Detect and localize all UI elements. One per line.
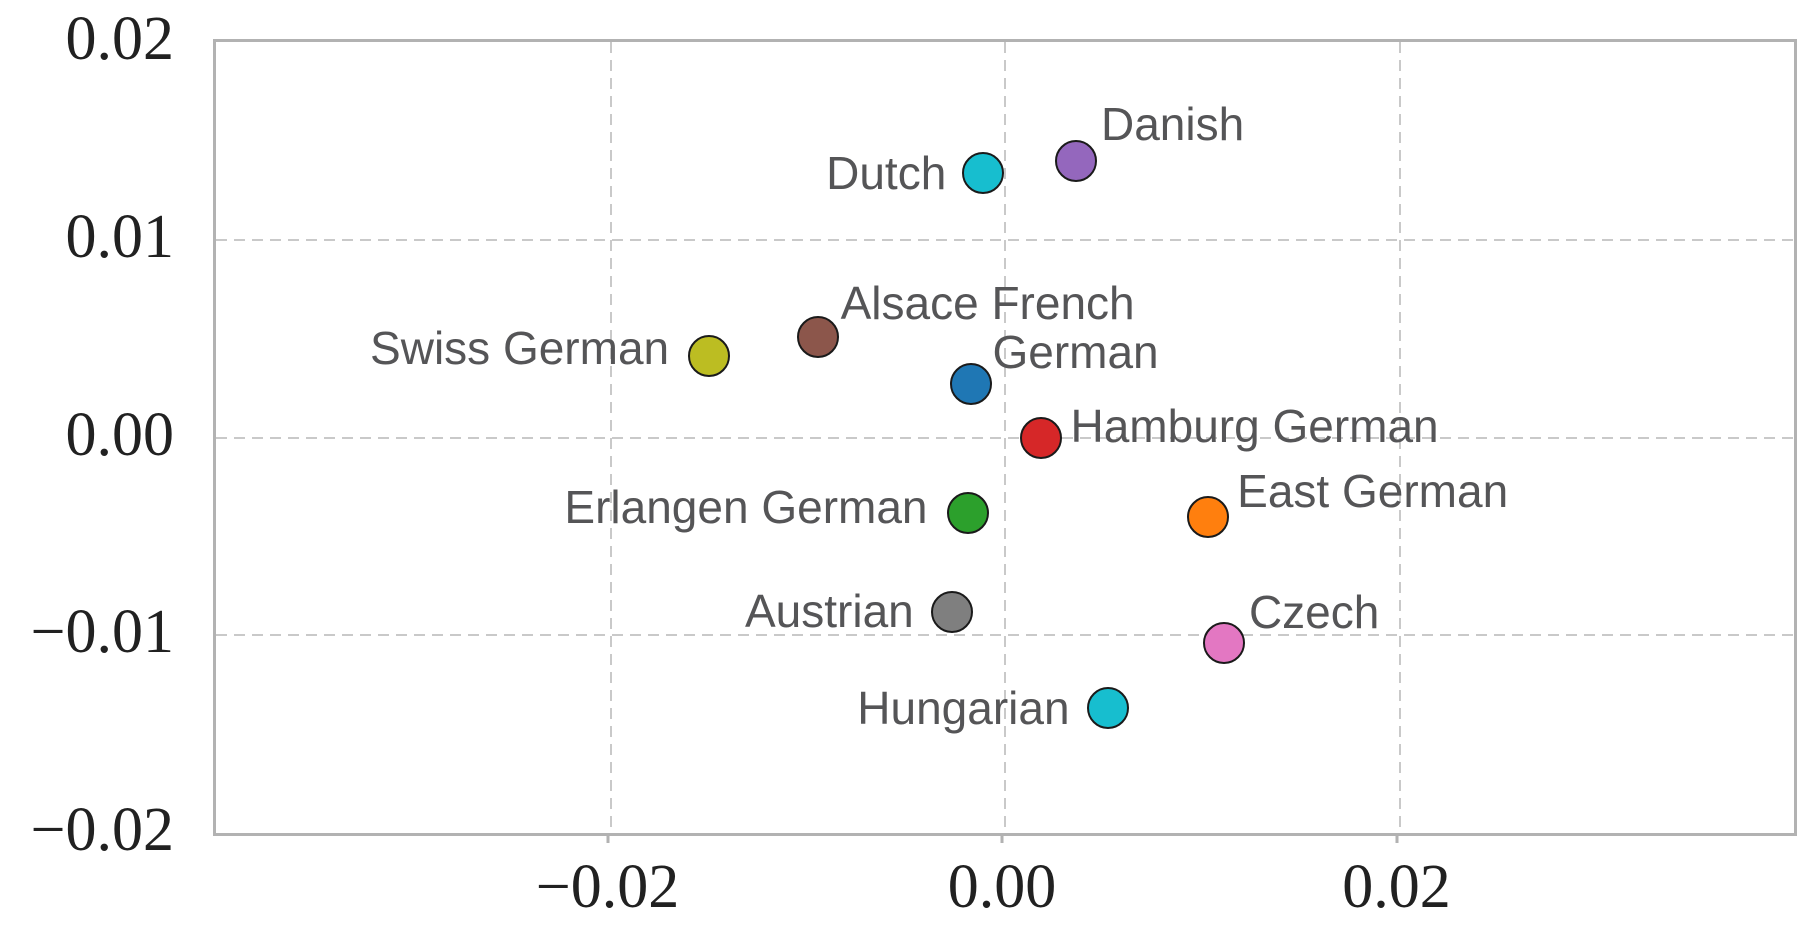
data-point-dot: [1187, 495, 1230, 538]
x-tick-label: 0.02: [1342, 853, 1451, 921]
data-point-dot: [1202, 622, 1245, 665]
data-point-label: Hungarian: [857, 682, 1070, 735]
data-point-label: Austrian: [744, 584, 914, 637]
vertical-gridline: [609, 42, 612, 833]
data-point-dot: [1019, 416, 1062, 459]
x-tick-label: 0.00: [947, 853, 1057, 921]
y-tick-label: 0.00: [65, 400, 175, 469]
data-point-label: East German: [1237, 464, 1509, 517]
data-point-dot: [1055, 139, 1097, 182]
data-point-dot: [796, 315, 839, 358]
y-tick-label: −0.02: [30, 796, 174, 864]
data-point-label: Danish: [1101, 97, 1245, 150]
data-point-label: Erlangen German: [564, 480, 928, 533]
x-tick-label: −0.02: [535, 853, 680, 921]
data-point-dot: [962, 151, 1005, 194]
data-point-label: Dutch: [826, 146, 947, 199]
data-point-label: Hamburg German: [1070, 399, 1439, 452]
data-point-label: Alsace French: [840, 276, 1135, 329]
vertical-gridline: [1398, 42, 1401, 833]
plot-area: Dutch Danish Swiss German Alsace French Germ…: [213, 39, 1797, 836]
y-tick-label: 0.01: [65, 202, 175, 271]
y-tick-label: −0.01: [30, 598, 174, 667]
x-axis-tick-mark: [1000, 833, 1004, 843]
y-tick-label: 0.02: [65, 5, 175, 73]
data-point-dot: [930, 590, 973, 633]
data-point-label: German: [992, 326, 1159, 379]
data-point-label: Czech: [1248, 586, 1380, 639]
data-point-label: Swiss German: [370, 322, 670, 375]
data-point-dot: [950, 363, 993, 406]
x-axis-tick-mark: [606, 833, 609, 843]
data-point-dot: [946, 491, 989, 534]
data-point-dot: [688, 335, 731, 378]
data-point-dot: [1086, 687, 1129, 730]
vertical-gridline: [1004, 42, 1006, 833]
x-axis-tick-mark: [1395, 833, 1398, 843]
